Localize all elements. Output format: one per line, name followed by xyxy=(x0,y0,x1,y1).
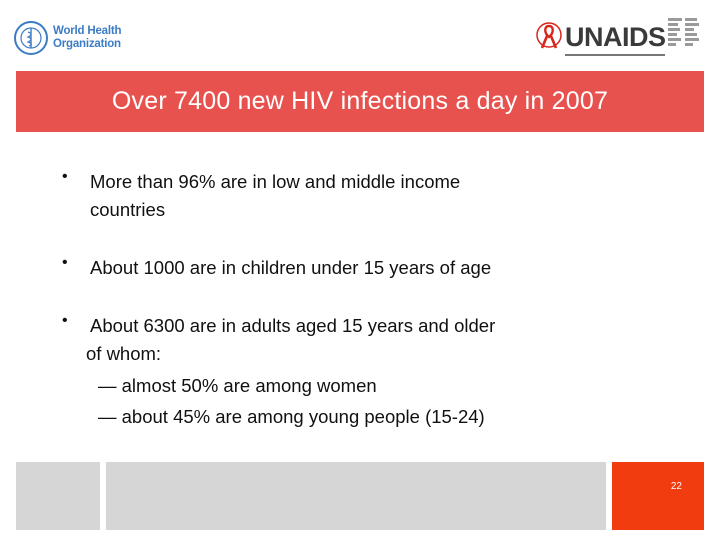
who-logo-text: World Health Organization xyxy=(53,25,122,50)
page-number: 22 xyxy=(670,481,682,492)
slide-title: Over 7400 new HIV infections a day in 20… xyxy=(111,87,609,115)
who-emblem-icon xyxy=(14,21,48,55)
title-band: Over 7400 new HIV infections a day in 20… xyxy=(16,71,704,132)
who-logo: World Health Organization xyxy=(14,18,124,58)
cosponsor-list xyxy=(668,18,714,46)
footer-block-middle xyxy=(106,462,606,530)
page-number-box: 22 xyxy=(612,462,704,530)
bullet-dot-icon: • xyxy=(62,168,68,185)
unaids-logo-text: UNAIDS xyxy=(565,22,666,52)
bullet-dot-icon: • xyxy=(62,312,68,329)
unaids-tagline xyxy=(565,53,665,58)
sub-item: — almost 50% are among women xyxy=(98,375,377,396)
footer-block-left xyxy=(16,462,100,530)
sub-item: — about 45% are among young people (15-2… xyxy=(98,406,485,427)
bullet-dot-icon: • xyxy=(62,254,68,271)
unaids-logo: UNAIDS xyxy=(535,16,715,62)
red-ribbon-icon xyxy=(536,22,562,49)
